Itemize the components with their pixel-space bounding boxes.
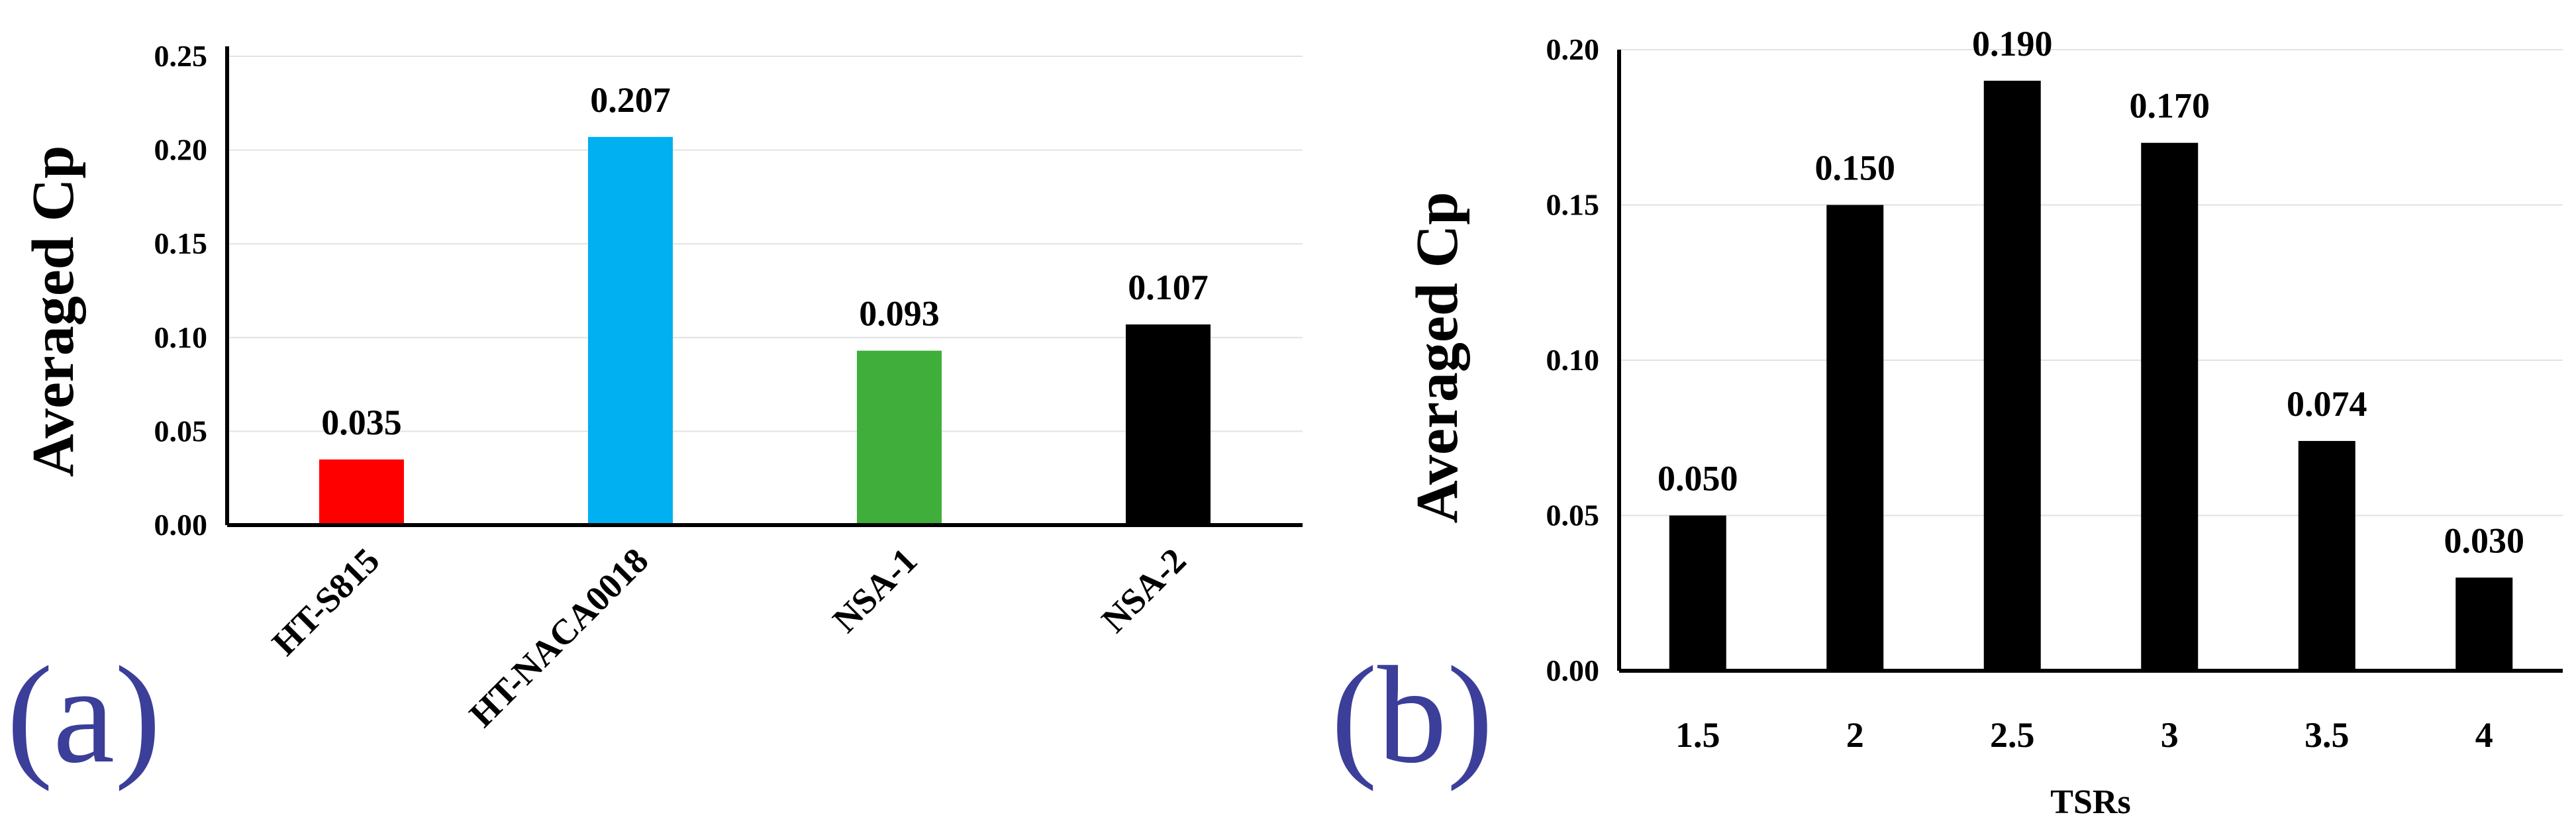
- chart-a-y-tick-label: 0.15: [154, 226, 208, 260]
- chart-b-data-label: 0.030: [2444, 520, 2525, 560]
- chart-b-y-tick-label: 0.05: [1546, 499, 1600, 532]
- chart-b-data-label: 0.150: [1815, 148, 1896, 188]
- chart-a-bar: [588, 136, 673, 525]
- chart-b-y-tick-label: 0.10: [1546, 343, 1600, 377]
- chart-b-bar: [1669, 515, 1726, 671]
- chart-b-bar: [2455, 577, 2513, 671]
- chart-a-y-tick-label: 0.25: [154, 39, 208, 73]
- chart-b-data-label: 0.170: [2130, 86, 2210, 126]
- chart-b-x-tick-label: 2: [1846, 715, 1864, 755]
- chart-a: 0.00 0.05 0.10 0.15 0.20 0.25 HT-S815 HT-NACA0…: [7, 39, 1303, 792]
- chart-b-bars: [1669, 80, 2513, 671]
- chart-a-panel-label: (a): [7, 638, 161, 792]
- chart-b-y-tick-label: 0.00: [1546, 654, 1600, 687]
- chart-b-x-tick-label: 2.5: [1990, 715, 2035, 755]
- chart-b-bar: [2141, 142, 2199, 671]
- chart-b-x-tick-label: 1.5: [1675, 715, 1720, 755]
- chart-a-bar: [857, 350, 942, 525]
- chart-b-x-ticks: 1.5 2 2.5 3 3.5 4: [1675, 715, 2493, 755]
- chart-b-x-tick-label: 3: [2161, 715, 2179, 755]
- chart-a-data-label: 0.035: [321, 403, 402, 442]
- chart-a-data-label: 0.093: [859, 294, 940, 334]
- chart-a-y-axis-title: Averaged Cp: [21, 146, 86, 477]
- chart-a-bars: [319, 136, 1211, 525]
- chart-b-data-label: 0.190: [1972, 24, 2053, 64]
- chart-b-x-axis-title: TSRs: [2050, 783, 2130, 821]
- chart-a-bar: [1126, 324, 1211, 525]
- chart-a-x-tick-label: NSA-2: [1094, 540, 1194, 640]
- chart-b-bar: [2298, 440, 2355, 671]
- chart-b-data-label: 0.074: [2287, 384, 2367, 424]
- chart-b-bar: [1826, 205, 1884, 671]
- chart-a-data-label: 0.107: [1128, 268, 1209, 307]
- chart-a-data-label: 0.207: [590, 80, 671, 120]
- chart-b-panel-label: (b): [1331, 638, 1493, 792]
- chart-b-y-tick-label: 0.20: [1546, 32, 1600, 66]
- chart-a-data-labels: 0.035 0.207 0.093 0.107: [321, 80, 1209, 442]
- chart-a-y-tick-label: 0.10: [154, 320, 208, 354]
- chart-a-y-tick-label: 0.05: [154, 414, 208, 448]
- chart-b-gridlines: [1619, 49, 2563, 516]
- chart-b-y-ticks: 0.00 0.05 0.10 0.15 0.20: [1546, 32, 1600, 687]
- chart-b-x-tick-label: 3.5: [2304, 715, 2350, 755]
- chart-a-y-ticks: 0.00 0.05 0.10 0.15 0.20 0.25: [154, 39, 208, 542]
- chart-a-y-tick-label: 0.20: [154, 133, 208, 167]
- chart-a-y-tick-label: 0.00: [154, 508, 208, 542]
- chart-a-gridlines: [227, 56, 1303, 432]
- chart-b-data-label: 0.050: [1658, 459, 1738, 499]
- chart-b-y-axis-title: Averaged Cp: [1405, 192, 1470, 524]
- chart-b: 0.000.050.100.150.20 1.5 2 2.5 3 3.5 4 0.0500…: [1331, 24, 2563, 821]
- chart-a-x-tick-label: HT-NACA0018: [462, 540, 656, 734]
- chart-b-bar: [1983, 80, 2041, 671]
- chart-b-y-tick-label: 0.15: [1546, 188, 1600, 222]
- chart-a-bar: [319, 459, 404, 525]
- chart-b-data-labels: 0.050 0.150 0.190 0.170 0.074 0.030: [1658, 24, 2524, 560]
- chart-a-x-ticks: HT-S815 HT-NACA0018 NSA-1 NSA-2: [264, 540, 1193, 734]
- chart-a-x-tick-label: NSA-1: [825, 540, 925, 640]
- chart-a-x-tick-label: HT-S815: [264, 540, 387, 663]
- chart-b-x-tick-label: 4: [2475, 715, 2493, 755]
